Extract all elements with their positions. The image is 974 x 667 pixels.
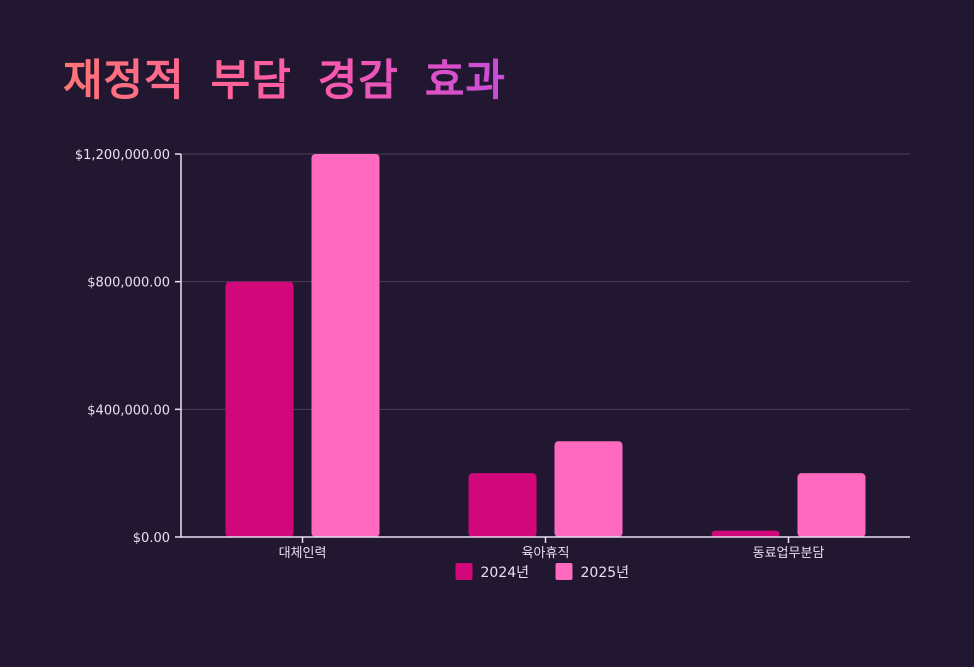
bar-2025	[554, 441, 623, 537]
legend[interactable]: 2024년 2025년	[455, 563, 630, 581]
legend-swatch[interactable]	[555, 563, 573, 580]
bars	[225, 154, 866, 537]
legend-swatch[interactable]	[455, 563, 473, 580]
bar-2025	[311, 154, 380, 537]
axis-labels: $0.00 $400,000.00 $800,000.00 $1,200,000.00…	[75, 148, 825, 561]
chart-title: 재정적 부담 경감 효과	[63, 46, 506, 108]
bar-2024	[225, 281, 294, 537]
bar-2024	[711, 530, 780, 537]
x-tick-label: 육아휴직	[522, 546, 570, 561]
x-tick-label: 대체인력	[279, 546, 327, 561]
grid-lines	[181, 153, 910, 410]
y-tick-label: $0.00	[133, 531, 170, 546]
bar-2024	[468, 473, 537, 537]
bar-2025	[797, 473, 866, 537]
legend-label[interactable]: 2024년	[481, 565, 530, 581]
axes	[175, 153, 910, 543]
y-tick-label: $1,200,000.00	[75, 148, 170, 163]
y-tick-label: $800,000.00	[87, 276, 170, 291]
x-tick-label: 동료업무분담	[753, 546, 825, 561]
y-tick-label: $400,000.00	[87, 403, 170, 418]
legend-label[interactable]: 2025년	[581, 565, 630, 581]
